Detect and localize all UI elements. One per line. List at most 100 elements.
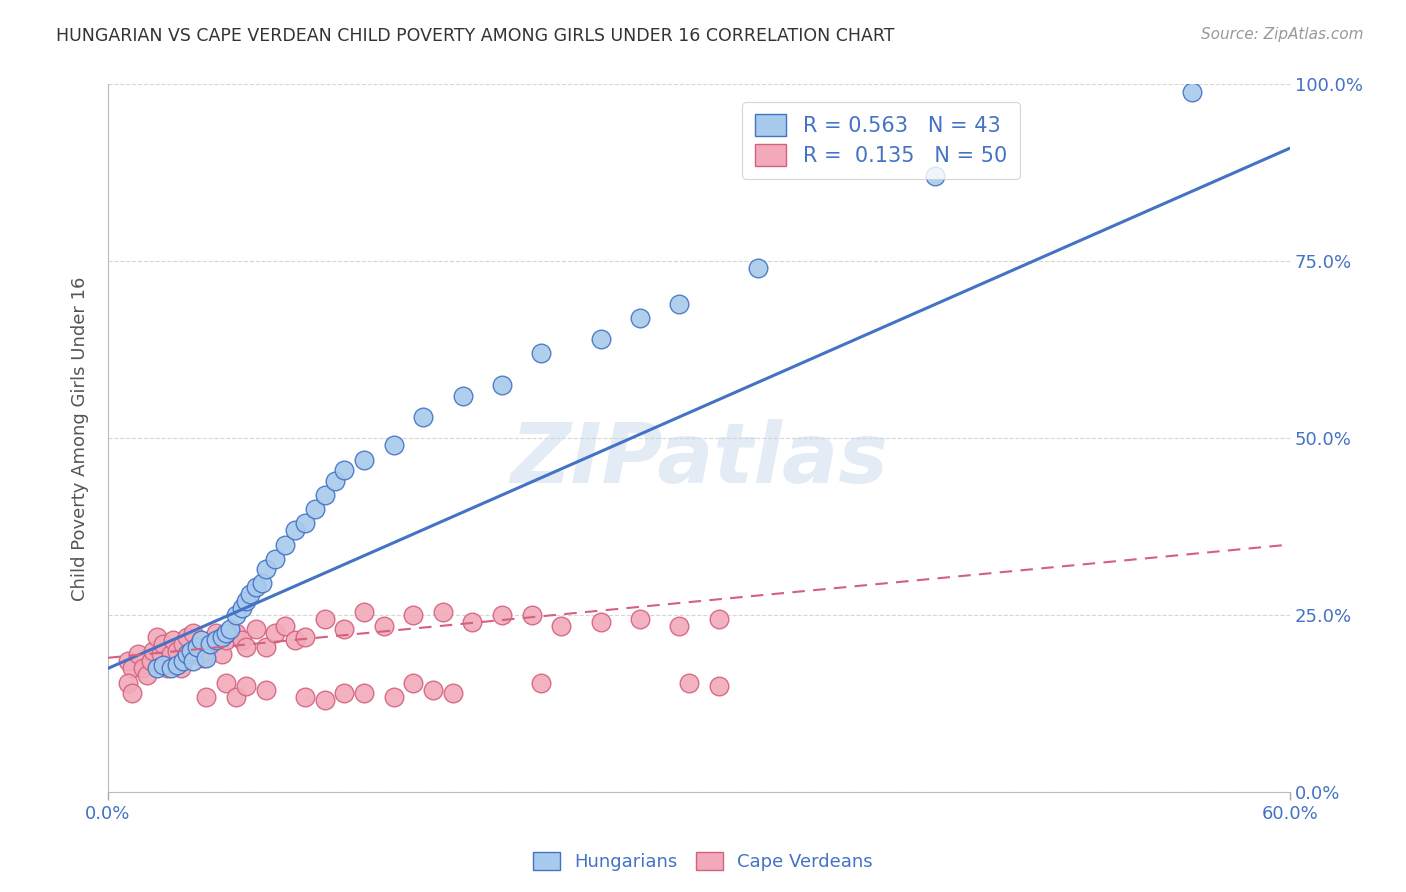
Point xyxy=(170,661,193,675)
Point xyxy=(402,675,425,690)
Point xyxy=(432,605,454,619)
Point xyxy=(162,633,184,648)
Point xyxy=(176,630,198,644)
Point xyxy=(205,626,228,640)
Point xyxy=(172,637,194,651)
Point xyxy=(264,626,287,640)
Point xyxy=(160,647,183,661)
Point xyxy=(707,679,730,693)
Point xyxy=(628,612,651,626)
Point xyxy=(254,640,277,655)
Point xyxy=(491,378,513,392)
Point xyxy=(353,452,375,467)
Point xyxy=(156,661,179,675)
Point xyxy=(550,619,572,633)
Point xyxy=(136,668,159,682)
Point xyxy=(225,690,247,704)
Point xyxy=(190,633,212,648)
Point xyxy=(195,644,218,658)
Point xyxy=(254,682,277,697)
Point xyxy=(181,626,204,640)
Point xyxy=(264,551,287,566)
Point xyxy=(117,654,139,668)
Point xyxy=(353,605,375,619)
Point xyxy=(589,332,612,346)
Point xyxy=(274,619,297,633)
Point xyxy=(160,661,183,675)
Point xyxy=(250,576,273,591)
Point xyxy=(402,608,425,623)
Point xyxy=(274,537,297,551)
Point xyxy=(254,562,277,576)
Point xyxy=(668,297,690,311)
Point xyxy=(707,612,730,626)
Point xyxy=(146,630,169,644)
Point xyxy=(1180,85,1202,99)
Point xyxy=(211,630,233,644)
Point xyxy=(225,608,247,623)
Point xyxy=(186,640,208,655)
Point xyxy=(121,686,143,700)
Point xyxy=(211,647,233,661)
Point xyxy=(294,690,316,704)
Point xyxy=(190,633,212,648)
Point xyxy=(284,524,307,538)
Point xyxy=(461,615,484,630)
Point xyxy=(231,633,253,648)
Point xyxy=(166,657,188,672)
Point xyxy=(353,686,375,700)
Point xyxy=(127,647,149,661)
Point xyxy=(117,675,139,690)
Point xyxy=(314,488,336,502)
Point xyxy=(191,650,214,665)
Point xyxy=(382,438,405,452)
Point xyxy=(200,637,222,651)
Point xyxy=(520,608,543,623)
Point xyxy=(235,679,257,693)
Point xyxy=(235,594,257,608)
Point xyxy=(333,463,356,477)
Point xyxy=(215,626,238,640)
Point xyxy=(245,580,267,594)
Point xyxy=(195,650,218,665)
Text: ZIPatlas: ZIPatlas xyxy=(510,419,889,500)
Point xyxy=(245,623,267,637)
Point xyxy=(146,661,169,675)
Point xyxy=(132,661,155,675)
Text: HUNGARIAN VS CAPE VERDEAN CHILD POVERTY AMONG GIRLS UNDER 16 CORRELATION CHART: HUNGARIAN VS CAPE VERDEAN CHILD POVERTY … xyxy=(56,27,894,45)
Point xyxy=(668,619,690,633)
Legend: R = 0.563   N = 43, R =  0.135   N = 50: R = 0.563 N = 43, R = 0.135 N = 50 xyxy=(742,102,1019,178)
Point xyxy=(186,640,208,655)
Point xyxy=(530,346,553,360)
Point xyxy=(314,693,336,707)
Point xyxy=(195,690,218,704)
Point xyxy=(294,630,316,644)
Point xyxy=(152,637,174,651)
Point xyxy=(924,169,946,184)
Point xyxy=(176,647,198,661)
Point xyxy=(141,654,163,668)
Point xyxy=(628,311,651,326)
Point xyxy=(284,633,307,648)
Y-axis label: Child Poverty Among Girls Under 16: Child Poverty Among Girls Under 16 xyxy=(72,277,89,600)
Point xyxy=(172,654,194,668)
Point xyxy=(235,640,257,655)
Point xyxy=(294,516,316,531)
Point xyxy=(142,644,165,658)
Point xyxy=(215,675,238,690)
Point xyxy=(314,612,336,626)
Point xyxy=(441,686,464,700)
Point xyxy=(491,608,513,623)
Point xyxy=(422,682,444,697)
Point xyxy=(530,675,553,690)
Point xyxy=(333,686,356,700)
Point xyxy=(373,619,395,633)
Legend: Hungarians, Cape Verdeans: Hungarians, Cape Verdeans xyxy=(526,845,880,879)
Point xyxy=(219,623,242,637)
Point xyxy=(181,654,204,668)
Point xyxy=(166,644,188,658)
Point xyxy=(200,637,222,651)
Point xyxy=(180,644,202,658)
Point xyxy=(121,661,143,675)
Point xyxy=(304,502,326,516)
